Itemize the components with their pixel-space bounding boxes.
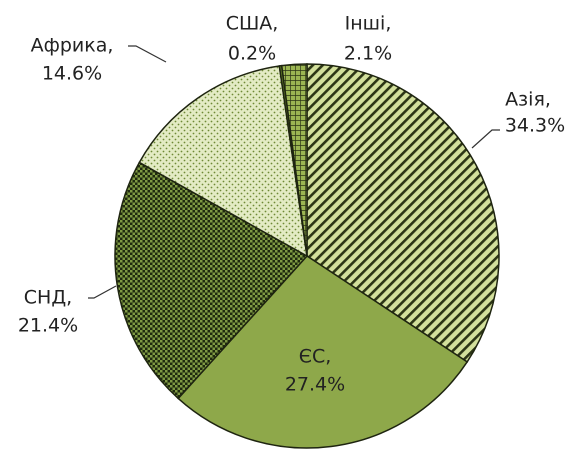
leader-line [471,129,500,149]
slice-label: США, [226,13,279,35]
value-label: 34.3% [505,115,565,137]
value-label: 27.4% [285,374,345,396]
value-label: 21.4% [18,315,78,337]
slice-label: ЄС, [299,346,332,368]
slice-label: Африка, [31,35,114,57]
pie-slice [177,255,469,449]
slice-label: СНД, [24,287,72,309]
leader-line [128,45,167,63]
value-label: 0.2% [228,43,276,65]
pie-slice [114,161,309,400]
value-label: 14.6% [42,63,102,85]
value-label: 2.1% [344,43,392,65]
slice-label: Азія, [505,89,551,111]
pie-slice [138,65,308,258]
slice-label: Інші, [345,13,392,35]
pie-slice [280,63,308,257]
leader-line [88,285,117,299]
